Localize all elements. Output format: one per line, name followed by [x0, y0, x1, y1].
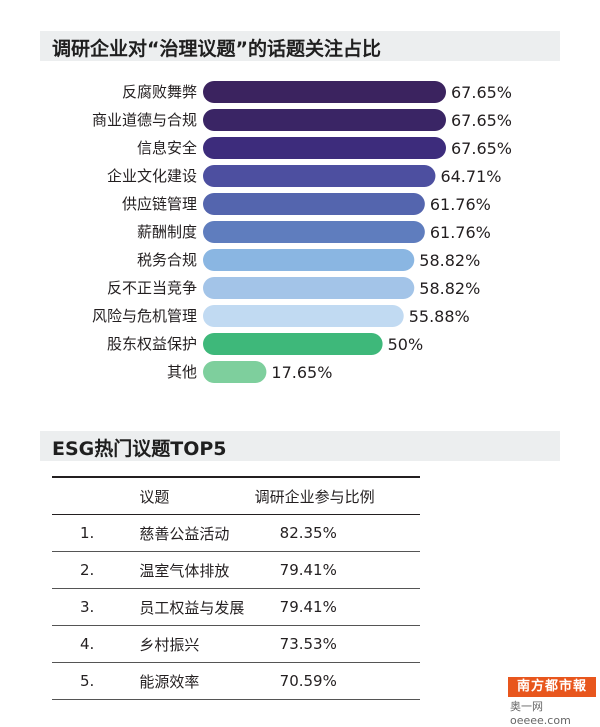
value-label: 61.76%	[430, 195, 491, 214]
chart-title-bar: 调研企业对“治理议题”的话题关注占比	[40, 31, 560, 61]
bar	[203, 165, 436, 187]
category-label: 供应链管理	[122, 195, 197, 213]
value-label: 55.88%	[409, 307, 470, 326]
value-label: 67.65%	[451, 83, 512, 102]
value-label: 50%	[388, 335, 424, 354]
category-label: 税务合规	[137, 251, 197, 269]
category-label: 薪酬制度	[137, 223, 197, 241]
bar	[203, 221, 425, 243]
row-rank: 1.	[52, 514, 139, 552]
row-rank: 3.	[52, 588, 139, 626]
bar	[203, 305, 404, 327]
bar	[203, 109, 446, 131]
table-row: 4. 乡村振兴 73.53%	[52, 625, 420, 663]
row-topic: 员工权益与发展	[138, 588, 254, 626]
header-rank	[52, 476, 139, 515]
row-rank: 2.	[52, 551, 139, 589]
category-label: 商业道德与合规	[92, 111, 197, 129]
category-label: 企业文化建设	[107, 167, 197, 185]
row-pct: 70.59%	[253, 662, 420, 700]
header-topic: 议题	[138, 476, 254, 515]
bar	[203, 361, 267, 383]
row-topic: 温室气体排放	[138, 551, 254, 589]
row-pct: 79.41%	[253, 551, 420, 589]
bar	[203, 277, 415, 299]
bar	[203, 249, 415, 271]
table-row: 1. 慈善公益活动 82.35%	[52, 514, 420, 552]
row-pct: 79.41%	[253, 588, 420, 626]
category-label: 风险与危机管理	[92, 307, 197, 325]
table-row: 3. 员工权益与发展 79.41%	[52, 588, 420, 626]
top5-table: 议题 调研企业参与比例 1. 慈善公益活动 82.35% 2. 温室气体排放 7…	[52, 476, 420, 700]
value-label: 61.76%	[430, 223, 491, 242]
table-header-row: 议题 调研企业参与比例	[52, 476, 420, 515]
value-label: 58.82%	[419, 279, 480, 298]
category-label: 反不正当竞争	[107, 279, 197, 297]
value-label: 58.82%	[419, 251, 480, 270]
table-title-bar: ESG热门议题TOP5	[40, 431, 560, 461]
table-row: 5. 能源效率 70.59%	[52, 662, 420, 700]
header-pct: 调研企业参与比例	[253, 476, 420, 515]
row-topic: 慈善公益活动	[138, 514, 254, 552]
bar	[203, 193, 425, 215]
row-rank: 4.	[52, 625, 139, 663]
row-rank: 5.	[52, 662, 139, 700]
bar	[203, 137, 446, 159]
category-label: 反腐败舞弊	[122, 83, 197, 101]
row-pct: 82.35%	[253, 514, 420, 552]
bar-chart: 反腐败舞弊 67.65% 商业道德与合规 67.65% 信息安全 67.65% 企业文化建设…	[92, 81, 512, 383]
row-topic: 乡村振兴	[138, 625, 254, 663]
category-label: 信息安全	[137, 139, 197, 157]
row-topic: 能源效率	[138, 662, 254, 700]
table-title: ESG热门议题TOP5	[52, 438, 227, 460]
table-row: 2. 温室气体排放 79.41%	[52, 551, 420, 589]
newspaper-logo: 南方都市報	[508, 677, 596, 697]
chart-title: 调研企业对“治理议题”的话题关注占比	[52, 38, 381, 60]
value-label: 64.71%	[440, 167, 501, 186]
row-pct: 73.53%	[253, 625, 420, 663]
category-label: 股东权益保护	[107, 335, 197, 353]
bar	[203, 81, 446, 103]
value-label: 67.65%	[451, 111, 512, 130]
value-label: 17.65%	[271, 363, 332, 382]
bar	[203, 333, 383, 355]
category-label: 其他	[167, 363, 197, 381]
value-label: 67.65%	[451, 139, 512, 158]
